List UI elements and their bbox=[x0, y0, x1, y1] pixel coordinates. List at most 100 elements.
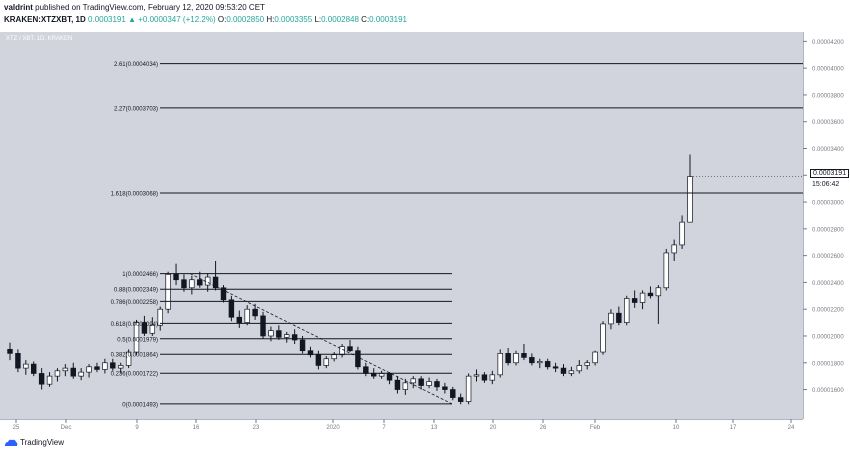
candle-down bbox=[38, 373, 45, 385]
candle-up bbox=[244, 308, 250, 323]
x-tick-label: 25 bbox=[13, 425, 20, 431]
x-tick-label: Feb bbox=[590, 425, 601, 431]
candle-down bbox=[347, 346, 353, 352]
candle-up bbox=[537, 361, 543, 364]
y-tick-label: 0.00003600 bbox=[812, 120, 844, 126]
bar-countdown-label: 15:06:42 bbox=[812, 181, 840, 188]
x-tick-label: 24 bbox=[788, 425, 795, 431]
candle-down bbox=[544, 361, 551, 368]
y-tick-label: 0.00001600 bbox=[812, 388, 844, 394]
candle-up bbox=[592, 351, 598, 364]
candle-up bbox=[46, 375, 53, 385]
candle-up bbox=[655, 287, 662, 297]
candle-up bbox=[426, 381, 432, 386]
candle-down bbox=[110, 362, 116, 369]
low-label: L: bbox=[314, 15, 322, 24]
candle-down bbox=[94, 366, 100, 370]
publish-info: valdrint published on TradingView.com, F… bbox=[4, 3, 265, 12]
fib-level-label: 0.618(0.0002094) bbox=[111, 322, 158, 328]
candle-down bbox=[450, 389, 456, 398]
fib-level-label: 0.5(0.0001979) bbox=[117, 337, 158, 343]
candle-down bbox=[457, 397, 464, 402]
candle-down bbox=[529, 357, 535, 364]
candle-up bbox=[331, 354, 337, 360]
candle-down bbox=[141, 322, 148, 334]
candlestick-chart[interactable]: 0.00004200 0.00004000 0.00003800 0.00003600… bbox=[0, 0, 850, 433]
open-value: 0.0002850 bbox=[226, 15, 265, 24]
candle-up bbox=[133, 322, 140, 353]
candle-up bbox=[323, 358, 330, 366]
fib-level-label: 1.618(0.0003068) bbox=[111, 191, 158, 197]
candle-up bbox=[268, 330, 274, 337]
candle-down bbox=[394, 379, 401, 390]
candle-up bbox=[125, 351, 132, 366]
candle-down bbox=[220, 287, 227, 301]
candle-down bbox=[197, 279, 203, 286]
candle-up bbox=[284, 334, 290, 338]
brand-name[interactable]: TradingView bbox=[20, 438, 65, 447]
y-tick-label: 0.00002400 bbox=[812, 281, 844, 287]
candle-up bbox=[165, 274, 171, 310]
current-price-label: 0.0003191 bbox=[810, 169, 850, 178]
candle-up bbox=[102, 362, 108, 370]
x-tick-label: 10 bbox=[673, 425, 680, 431]
chart-header: valdrint published on TradingView.com, F… bbox=[0, 0, 850, 32]
time-scale[interactable] bbox=[0, 419, 803, 434]
y-tick-label: 0.00003800 bbox=[812, 93, 844, 99]
candle-down bbox=[363, 366, 369, 374]
candle-down bbox=[631, 298, 638, 303]
tradingview-logo-icon[interactable] bbox=[4, 438, 18, 448]
candle-up bbox=[671, 244, 677, 254]
candle-up bbox=[62, 367, 69, 372]
candle-up bbox=[568, 370, 575, 374]
y-tick-label: 0.00002800 bbox=[812, 227, 844, 233]
candle-up bbox=[54, 370, 61, 377]
x-tick-label: 7 bbox=[382, 425, 386, 431]
candle-down bbox=[370, 373, 377, 377]
candle-up bbox=[149, 324, 156, 334]
candle-down bbox=[315, 354, 322, 366]
fib-level-label: 0.88(0.0002349) bbox=[114, 288, 158, 294]
candle-down bbox=[505, 353, 511, 364]
candle-down bbox=[647, 292, 654, 297]
x-tick-label: Dec bbox=[61, 425, 72, 431]
candle-up bbox=[23, 363, 29, 369]
candle-up bbox=[86, 366, 92, 373]
last-price: 0.0003191 bbox=[88, 15, 126, 24]
y-tick-label: 0.00003400 bbox=[812, 147, 844, 153]
y-tick-label: 0.00002000 bbox=[812, 334, 844, 340]
fib-level-label: 0.236(0.0001722) bbox=[111, 372, 158, 378]
candle-up bbox=[679, 221, 685, 246]
y-tick-label: 0.00004000 bbox=[812, 67, 844, 73]
candle-down bbox=[552, 366, 559, 369]
trend-line bbox=[189, 273, 453, 405]
fib-level-label: 0.786(0.0002258) bbox=[111, 300, 158, 306]
candle-up bbox=[204, 276, 211, 286]
candle-down bbox=[260, 315, 266, 337]
y-tick-label: 0.00002600 bbox=[812, 254, 844, 260]
candle-down bbox=[291, 334, 298, 341]
x-tick-label: 2020 bbox=[326, 425, 340, 431]
low-value: 0.0002848 bbox=[321, 15, 359, 24]
candle-up bbox=[189, 279, 195, 289]
candle-down bbox=[7, 349, 13, 354]
candle-down bbox=[30, 363, 37, 374]
price-scale[interactable] bbox=[803, 32, 850, 419]
candle-down bbox=[418, 378, 424, 386]
candle-up bbox=[624, 298, 630, 323]
symbol-name: KRAKEN:XTZXBT, 1D bbox=[4, 15, 86, 24]
x-tick-label: 9 bbox=[135, 425, 139, 431]
candle-down bbox=[307, 350, 314, 356]
candle-up bbox=[117, 365, 124, 369]
y-tick-label: 0.00002200 bbox=[812, 308, 844, 314]
high-value: 0.0003355 bbox=[274, 15, 313, 24]
close-value: 0.0003191 bbox=[369, 15, 407, 24]
x-tick-label: 20 bbox=[490, 425, 497, 431]
candle-down bbox=[181, 279, 187, 289]
author-name[interactable]: valdrint bbox=[4, 3, 33, 12]
candle-down bbox=[70, 367, 76, 377]
x-tick-label: 26 bbox=[540, 425, 547, 431]
symbol-watermark: XTZ / XBT, 1D, KRAKEN bbox=[6, 36, 73, 42]
candle-up bbox=[513, 353, 519, 364]
x-tick-label: 17 bbox=[730, 425, 737, 431]
